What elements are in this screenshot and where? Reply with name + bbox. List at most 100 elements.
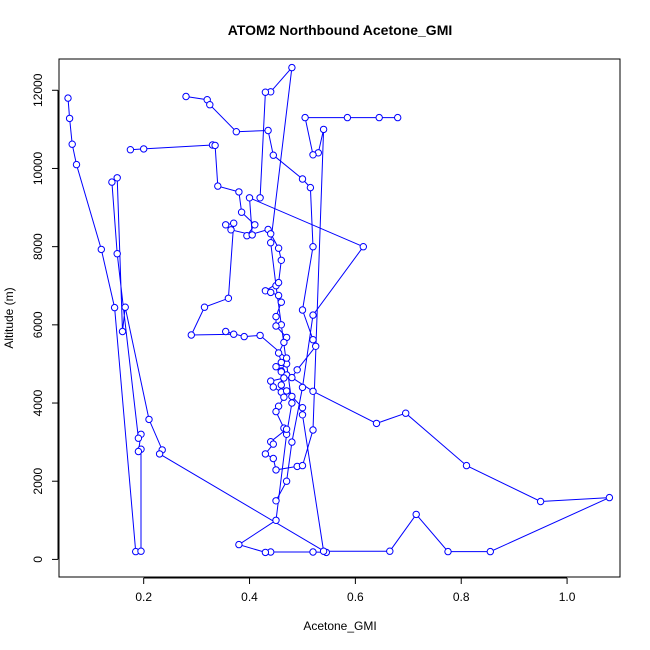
data-point: [248, 231, 256, 239]
data-point: [372, 419, 381, 428]
data-point: [68, 140, 76, 148]
data-point: [306, 183, 315, 192]
x-tick-label: 0.2: [135, 590, 152, 604]
y-tick-label: 6000: [31, 311, 45, 338]
data-point: [288, 373, 296, 382]
data-point: [402, 409, 410, 417]
series-points: [64, 63, 614, 557]
data-point: [227, 226, 235, 234]
data-point: [272, 322, 280, 330]
data-point: [269, 151, 277, 159]
y-tick-label: 12000: [31, 73, 45, 107]
data-point: [126, 146, 135, 154]
data-point: [274, 291, 283, 300]
data-point: [277, 358, 285, 367]
data-point: [137, 547, 145, 555]
data-point: [267, 288, 275, 297]
x-tick-label: 1.0: [559, 590, 576, 604]
data-point: [264, 126, 272, 135]
data-point: [277, 381, 285, 389]
data-point: [282, 477, 291, 485]
data-point: [605, 493, 614, 502]
data-point: [309, 548, 317, 556]
data-point: [301, 113, 309, 122]
data-point: [309, 151, 317, 159]
data-point: [375, 113, 383, 122]
data-point: [486, 547, 494, 556]
x-tick-label: 0.4: [241, 590, 258, 604]
data-point: [288, 399, 296, 407]
data-point: [113, 174, 121, 182]
data-point: [261, 548, 270, 557]
y-tick-label: 4000: [31, 389, 45, 416]
data-point: [462, 461, 471, 470]
data-point: [232, 128, 241, 136]
data-point: [280, 393, 288, 401]
data-point: [251, 221, 259, 229]
data-point: [267, 377, 275, 385]
data-point: [309, 336, 317, 344]
data-point: [312, 342, 320, 350]
y-axis-label: Altitude (m): [2, 287, 16, 348]
x-axis: 0.2 0.4 0.6 0.8 1.0: [135, 577, 576, 604]
data-point: [359, 243, 367, 251]
data-point: [245, 194, 254, 202]
data-point: [224, 294, 233, 302]
plot-frame: [58, 58, 621, 578]
data-point: [240, 332, 248, 341]
data-point: [280, 338, 288, 347]
data-point: [412, 510, 420, 519]
x-axis-label: Acetone_GMI: [303, 619, 376, 633]
data-point: [267, 239, 275, 247]
data-point: [319, 125, 328, 134]
data-point: [319, 547, 328, 555]
series-line-3: [185, 96, 610, 553]
series-line-1: [67, 66, 327, 553]
data-point: [118, 327, 127, 336]
data-point: [230, 219, 238, 227]
data-point: [222, 221, 230, 229]
data-point: [309, 426, 317, 434]
data-point: [269, 454, 277, 463]
data-point: [200, 303, 209, 311]
data-point: [274, 244, 283, 252]
data-point: [206, 101, 214, 109]
y-tick-label: 8000: [31, 233, 45, 260]
data-point: [386, 547, 394, 555]
y-axis: 0 2000 4000 6000 8000 10000 12000: [31, 73, 59, 563]
data-point: [293, 366, 301, 374]
data-point: [65, 114, 74, 123]
data-point: [274, 278, 283, 287]
x-tick-label: 0.6: [347, 590, 364, 604]
data-point: [113, 250, 121, 258]
data-point: [288, 63, 296, 72]
y-tick-label: 10000: [31, 151, 45, 185]
data-point: [134, 447, 143, 456]
data-point: [309, 311, 317, 319]
data-point: [288, 438, 296, 446]
data-point: [72, 160, 81, 169]
series-lines: [67, 66, 610, 553]
data-point: [280, 374, 288, 382]
data-point: [235, 188, 243, 196]
data-point: [277, 298, 285, 306]
data-point: [298, 411, 307, 419]
data-point: [309, 387, 317, 395]
data-point: [182, 92, 190, 101]
data-point: [298, 461, 307, 470]
data-point: [298, 383, 307, 392]
data-point: [145, 415, 153, 424]
data-point: [298, 175, 307, 183]
data-point: [110, 303, 119, 312]
data-point: [277, 368, 285, 376]
data-point: [298, 306, 307, 314]
data-point: [272, 497, 280, 505]
data-point: [274, 349, 283, 357]
data-point: [267, 230, 275, 238]
data-point: [298, 404, 307, 412]
data-point: [444, 547, 452, 556]
data-point: [394, 113, 402, 122]
data-point: [256, 331, 264, 340]
data-point: [282, 387, 291, 395]
